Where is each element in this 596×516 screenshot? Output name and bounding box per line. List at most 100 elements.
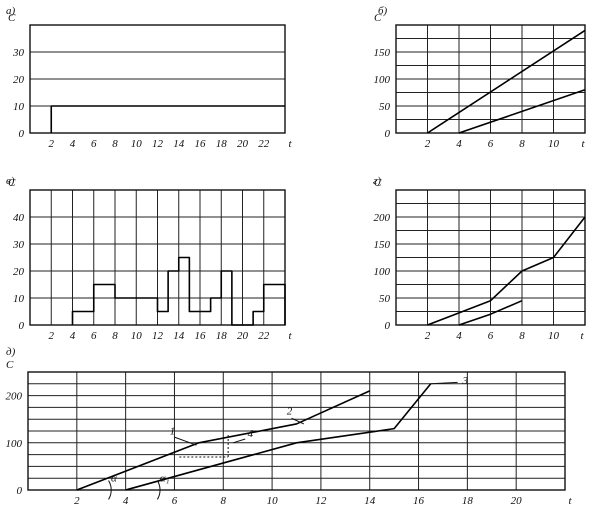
y-tick-label: 20 — [13, 74, 25, 86]
y-tick-label: 200 — [374, 212, 391, 224]
angle-alpha-arc — [108, 480, 112, 500]
x-tick-label: 8 — [112, 330, 118, 342]
panel-label: а) — [6, 5, 16, 17]
y-tick-label: 0 — [385, 320, 391, 332]
x-tick-label: 2 — [74, 495, 80, 507]
y-tick-label: 0 — [385, 128, 391, 140]
x-tick-label: 2 — [49, 138, 55, 150]
plot-frame — [29, 189, 286, 326]
y-axis-label: С — [6, 359, 14, 371]
x-tick-label: 6 — [91, 138, 97, 150]
x-tick-label: 6 — [488, 330, 494, 342]
y-tick-label: 200 — [6, 391, 23, 403]
x-tick-label: 22 — [258, 138, 270, 150]
x-tick-label: 16 — [195, 330, 207, 342]
annotations: 1 2 3 4 α α₁ — [108, 375, 468, 500]
x-tick-label: 14 — [173, 330, 185, 342]
panel-a-chart: а)С 2 4 6 8 10 12 14 16 18 20 22 t 0 10 20 30 — [6, 5, 292, 150]
annotation-1: 1 — [170, 425, 176, 437]
grid — [30, 51, 285, 107]
x-tick-label: 6 — [91, 330, 97, 342]
x-tick-label: 10 — [267, 495, 279, 507]
plot-frame — [29, 24, 286, 134]
grid — [396, 25, 585, 133]
x-tick-label: 4 — [123, 495, 129, 507]
plot-frame — [395, 24, 586, 134]
y-tick-label: 0 — [17, 485, 23, 497]
y-tick-label: 50 — [379, 101, 391, 113]
x-axis-label: t — [288, 138, 292, 150]
x-tick-label: 20 — [237, 138, 249, 150]
x-tick-label: 12 — [152, 330, 164, 342]
x-tick-label: 2 — [425, 138, 431, 150]
panel-label: г) — [373, 175, 381, 187]
series-line-1 — [71, 256, 286, 326]
y-tick-label: 100 — [374, 74, 391, 86]
plot-frame — [395, 189, 586, 326]
y-axis-label: С — [374, 177, 382, 189]
grid — [396, 190, 585, 325]
x-tick-label: 4 — [70, 138, 76, 150]
x-tick-label: 10 — [548, 138, 560, 150]
x-tick-label: 12 — [315, 495, 327, 507]
x-tick-label: 8 — [112, 138, 118, 150]
panel-label: б) — [378, 5, 388, 17]
x-tick-label: 18 — [216, 330, 228, 342]
x-tick-label: 2 — [425, 330, 431, 342]
x-tick-label: 12 — [152, 138, 164, 150]
series-line-2 — [458, 299, 523, 326]
y-tick-label: 50 — [379, 293, 391, 305]
x-tick-label: 20 — [237, 330, 249, 342]
x-tick-label: 10 — [131, 330, 143, 342]
x-tick-label: 6 — [172, 495, 178, 507]
x-tick-label: 10 — [131, 138, 143, 150]
series-line-1 — [50, 105, 285, 133]
panel-b-chart: б)С 2 4 6 8 10 t 0 50 100 150 — [374, 5, 586, 150]
series-line-2 — [458, 89, 586, 134]
x-tick-label: 8 — [519, 138, 525, 150]
series-line-1 — [427, 29, 586, 134]
y-tick-label: 20 — [13, 266, 25, 278]
x-tick-label: 6 — [488, 138, 494, 150]
y-axis-label: С — [374, 12, 382, 24]
series-line-2 — [125, 383, 432, 491]
angle-alpha1-arc — [156, 480, 161, 500]
annotation-1-leader — [174, 436, 197, 446]
x-tick-label: 16 — [195, 138, 207, 150]
y-tick-label: 30 — [12, 239, 25, 251]
y-tick-label: 100 — [374, 266, 391, 278]
y-tick-label: 100 — [6, 438, 23, 450]
y-tick-label: 10 — [13, 101, 25, 113]
y-tick-label: 10 — [13, 293, 25, 305]
x-tick-label: t — [580, 330, 584, 342]
x-tick-label: 4 — [456, 330, 462, 342]
annotation-alpha1: α₁ — [160, 473, 170, 485]
x-tick-label: 10 — [548, 330, 560, 342]
y-tick-label: 150 — [374, 239, 391, 251]
y-axis-label: С — [8, 12, 16, 24]
x-tick-label: 4 — [70, 330, 76, 342]
y-tick-label: 30 — [12, 47, 25, 59]
x-axis-label: t — [568, 495, 572, 507]
x-axis-label: t — [581, 138, 585, 150]
grid — [28, 372, 565, 490]
y-tick-label: 0 — [19, 320, 25, 332]
panel-d-chart: г)С 2 4 6 8 10 t 0 50 100 150 200 — [373, 175, 586, 342]
x-tick-label: 14 — [364, 495, 376, 507]
annotation-4-leader — [232, 438, 246, 444]
annotation-3-leader — [430, 381, 458, 385]
x-tick-label: 16 — [413, 495, 425, 507]
x-tick-label: 22 — [258, 330, 270, 342]
series-line-1 — [76, 390, 371, 491]
y-axis-label: С — [8, 177, 16, 189]
annotation-2-leader — [291, 417, 305, 425]
helper-dotted-line — [179, 433, 229, 458]
annotation-alpha: α — [111, 473, 117, 485]
x-tick-label: 18 — [216, 138, 228, 150]
x-tick-label: 20 — [511, 495, 523, 507]
x-tick-label: 8 — [519, 330, 525, 342]
x-tick-label: 14 — [173, 138, 185, 150]
annotation-4: 4 — [248, 428, 254, 440]
